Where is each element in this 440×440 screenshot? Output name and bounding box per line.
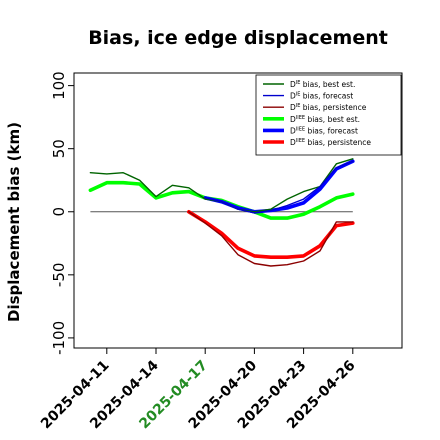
legend: DIE bias, best est. DIE bias, forecast DIE… bbox=[255, 74, 402, 156]
series-line bbox=[188, 211, 354, 267]
y-tick-label: -100 bbox=[50, 321, 68, 355]
chart-title: Bias, ice edge displacement bbox=[88, 27, 388, 49]
plot-frame bbox=[73, 72, 403, 349]
series-line bbox=[89, 158, 354, 213]
legend-entry: DIE bias, forecast bbox=[290, 92, 353, 101]
legend-entry: DIIEE bias, persistence bbox=[290, 138, 371, 147]
series-line bbox=[187, 210, 355, 260]
legend-entry: DIIEE bias, best est. bbox=[290, 115, 360, 124]
y-axis-label: Displacement bias (km) bbox=[5, 122, 23, 322]
plot-area: -100-500501002025-04-112025-04-142025-04… bbox=[38, 71, 403, 432]
y-tick-label: 0 bbox=[50, 207, 68, 217]
series-line bbox=[204, 160, 354, 214]
legend-entry: DIE bias, best est. bbox=[290, 80, 355, 89]
series-lines bbox=[88, 158, 355, 267]
legend-entry: DIIEE bias, forecast bbox=[290, 126, 358, 135]
legend-entry: DIE bias, persistence bbox=[290, 103, 367, 112]
y-tick-label: -50 bbox=[50, 263, 68, 288]
y-tick-label: 100 bbox=[50, 71, 68, 100]
y-tick-label: 50 bbox=[50, 139, 68, 158]
